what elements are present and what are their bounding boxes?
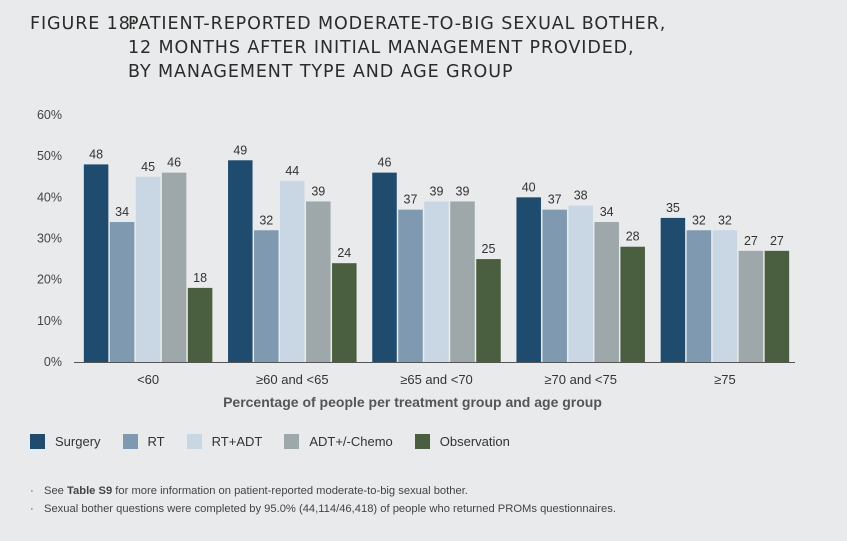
legend-swatch-rt-adt [186,434,202,449]
bar-adt-chemo [738,250,764,362]
x-axis-title: Percentage of people per treatment group… [223,394,602,410]
bar-adt-chemo [450,201,475,362]
bar-surgery [83,164,109,362]
footnote-2: · Sexual bother questions were completed … [30,500,616,518]
bar-rt [398,209,423,362]
y-tick-label: 30% [37,232,62,246]
legend-label-observation: Observation [439,434,510,449]
y-tick-label: 50% [37,149,62,163]
chart-legend: Surgery RT RT+ADT ADT+/-Chemo Observatio… [30,434,532,449]
bar-rt-adt [135,176,161,362]
footnotes: · See Table S9 for more information on pa… [30,482,616,518]
x-tick-label: <60 [137,372,159,387]
legend-item-surgery: Surgery [30,434,101,449]
data-label: 39 [456,184,470,198]
title-line-3: BY MANAGEMENT TYPE AND AGE GROUP [128,62,514,82]
footnote-1-prefix: See [44,485,68,497]
bar-rt-adt [280,180,305,362]
bar-surgery [516,197,541,362]
footnote-1-suffix: for more information on patient-reported… [112,485,468,497]
title-line-2: 12 MONTHS AFTER INITIAL MANAGEMENT PROVI… [128,38,635,58]
title-line-1: PATIENT-REPORTED MODERATE-TO-BIG SEXUAL … [128,14,667,34]
y-tick-label: 10% [37,314,62,328]
x-tick-label: ≥70 and <75 [544,372,617,387]
footnote-bullet: · [30,485,34,497]
legend-swatch-surgery [30,434,45,449]
bar-surgery [660,217,686,362]
data-label: 27 [770,234,784,248]
footnote-bullet: · [30,503,34,515]
data-label: 45 [141,160,155,174]
bar-rt [542,209,567,362]
bar-observation [332,263,357,362]
figure-label: FIGURE 18: [30,14,138,34]
y-tick-label: 20% [37,273,62,287]
legend-swatch-adt-chemo [284,434,300,449]
data-label: 32 [259,213,273,227]
legend-label-rt: RT [147,434,165,449]
data-label: 39 [311,184,325,198]
legend-item-observation: Observation [414,434,510,449]
data-label: 48 [89,147,103,161]
legend-item-adt-chemo: ADT+/-Chemo [284,434,393,449]
data-label: 25 [482,242,496,256]
bar-rt [254,230,279,362]
data-label: 39 [430,184,444,198]
data-label: 40 [522,180,536,194]
data-label: 46 [378,156,392,170]
legend-swatch-observation [414,434,430,449]
bar-surgery [228,160,253,362]
data-label: 46 [167,156,181,170]
figure-title: FIGURE 18: PATIENT-REPORTED MODERATE-TO-… [30,12,666,84]
legend-label-surgery: Surgery [55,434,101,449]
legend-swatch-rt [122,434,138,449]
bar-rt [109,222,135,362]
bar-observation [187,287,213,362]
data-label: 18 [193,271,207,285]
bar-adt-chemo [306,201,331,362]
data-label: 37 [548,193,562,207]
bar-adt-chemo [161,172,187,362]
data-label: 28 [626,230,640,244]
x-tick-label: ≥60 and <65 [256,372,329,387]
legend-label-rt-adt: RT+ADT [211,434,263,449]
x-tick-label: ≥75 [714,372,736,387]
bar-observation [764,250,790,362]
data-label: 32 [718,213,732,227]
data-label: 34 [115,205,129,219]
x-tick-label: ≥65 and <70 [400,372,473,387]
bar-observation [620,246,645,362]
bar-chart: 0% 10% 20% 30% 40% 50% 60% 48 34 45 46 18 <60 49 32 44 3… [37,108,795,410]
bar-surgery [372,172,397,362]
legend-item-rt: RT [122,434,165,449]
data-label: 34 [600,205,614,219]
bar-rt-adt [568,205,593,362]
data-label: 24 [337,246,351,260]
y-tick-label: 60% [37,108,62,122]
bar-observation [476,259,501,362]
bar-rt [686,230,712,362]
data-label: 44 [285,164,299,178]
data-label: 27 [744,234,758,248]
legend-label-adt-chemo: ADT+/-Chemo [309,434,393,449]
bar-rt-adt [424,201,449,362]
legend-item-rt-adt: RT+ADT [186,434,263,449]
bar-rt-adt [712,230,738,362]
data-label: 32 [692,213,706,227]
data-label: 35 [666,201,680,215]
table-reference-link: Table S9 [67,485,113,497]
y-tick-label: 0% [44,355,62,369]
data-label: 49 [233,143,247,157]
data-label: 37 [404,193,418,207]
data-label: 38 [574,189,588,203]
footnote-1: · See Table S9 for more information on pa… [30,482,616,500]
y-tick-label: 40% [37,190,62,204]
footnote-2-text: Sexual bother questions were completed b… [44,503,616,515]
bar-adt-chemo [594,222,619,362]
